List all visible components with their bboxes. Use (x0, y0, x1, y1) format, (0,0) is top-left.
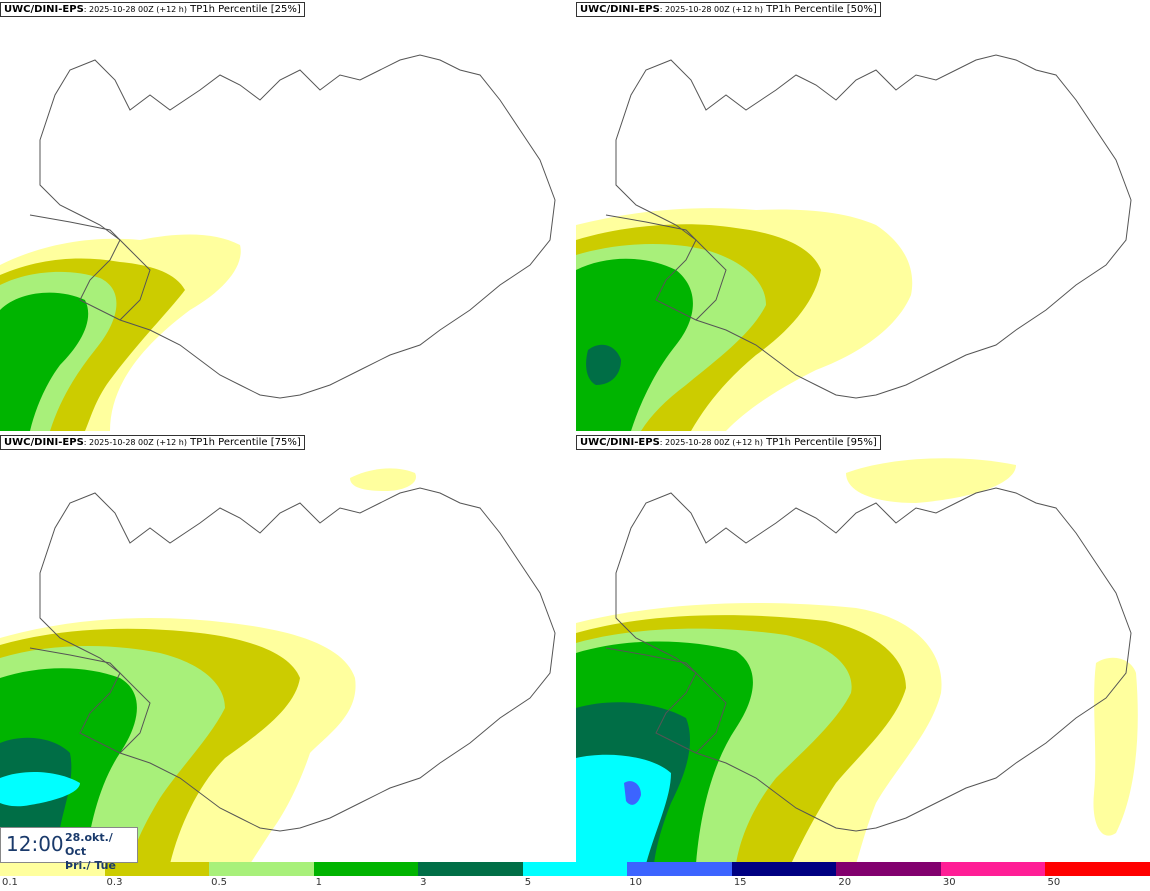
legend-swatch (313, 862, 419, 876)
panel-title: UWC/DINI-EPS: 2025-10-28 00Z (+12 h) TP1… (576, 435, 881, 450)
legend-label: 10 (629, 877, 642, 888)
legend-label: 3 (420, 877, 427, 888)
legend-swatch (418, 862, 523, 876)
precip-map (0, 54, 556, 431)
color-legend-labels: 0.1 0.3 0.5 1 3 5 10 15 20 30 50 (0, 876, 1150, 890)
legend-label: 15 (733, 877, 747, 888)
coastline (29, 54, 556, 399)
valid-date-line2: Þri./ Tue (65, 859, 116, 872)
precip-map (576, 458, 1138, 864)
legend-swatch (0, 862, 105, 876)
legend-label: 5 (524, 877, 532, 888)
legend-label: 20 (838, 877, 852, 888)
map-panel-p75: UWC/DINI-EPS: 2025-10-28 00Z (+12 h) TP1… (0, 433, 574, 864)
precip-fields (0, 468, 416, 864)
panel-title: UWC/DINI-EPS: 2025-10-28 00Z (+12 h) TP1… (0, 435, 305, 450)
legend-swatch (940, 862, 1046, 876)
map-panel-p95: UWC/DINI-EPS: 2025-10-28 00Z (+12 h) TP1… (576, 433, 1150, 864)
precip-fields (576, 208, 913, 431)
precip-fields (576, 458, 1138, 864)
precip-map (576, 54, 1132, 431)
legend-swatch (836, 862, 941, 876)
legend-label: 0.5 (211, 877, 227, 888)
coastline (29, 487, 556, 832)
map-panel-p25: UWC/DINI-EPS: 2025-10-28 00Z (+12 h) TP1… (0, 0, 574, 431)
legend-swatch (1045, 862, 1150, 876)
valid-date: 28.okt./ Oct Þri./ Tue (65, 831, 137, 873)
precip-fields (0, 234, 241, 431)
map-panel-p50: UWC/DINI-EPS: 2025-10-28 00Z (+12 h) TP1… (576, 0, 1150, 431)
valid-time: 12:00 (6, 832, 64, 856)
legend-swatch (731, 862, 837, 876)
legend-label: 30 (942, 877, 956, 888)
panel-title: UWC/DINI-EPS: 2025-10-28 00Z (+12 h) TP1… (576, 2, 881, 17)
legend-label: 0.1 (2, 877, 18, 888)
valid-date-line1: 28.okt./ Oct (65, 831, 113, 858)
legend-swatch (104, 862, 210, 876)
legend-label: 0.3 (106, 877, 123, 888)
legend-swatch (522, 862, 628, 876)
color-legend-bar (0, 862, 1150, 876)
coastline (605, 487, 1132, 832)
panel-title: UWC/DINI-EPS: 2025-10-28 00Z (+12 h) TP1… (0, 2, 305, 17)
legend-label: 50 (1047, 877, 1061, 888)
precip-map (0, 468, 556, 864)
legend-label: 1 (315, 877, 322, 888)
legend-swatch (627, 862, 732, 876)
legend-swatch (209, 862, 314, 876)
valid-time-box: 12:00 28.okt./ Oct Þri./ Tue (0, 827, 138, 872)
coastline (605, 54, 1132, 399)
